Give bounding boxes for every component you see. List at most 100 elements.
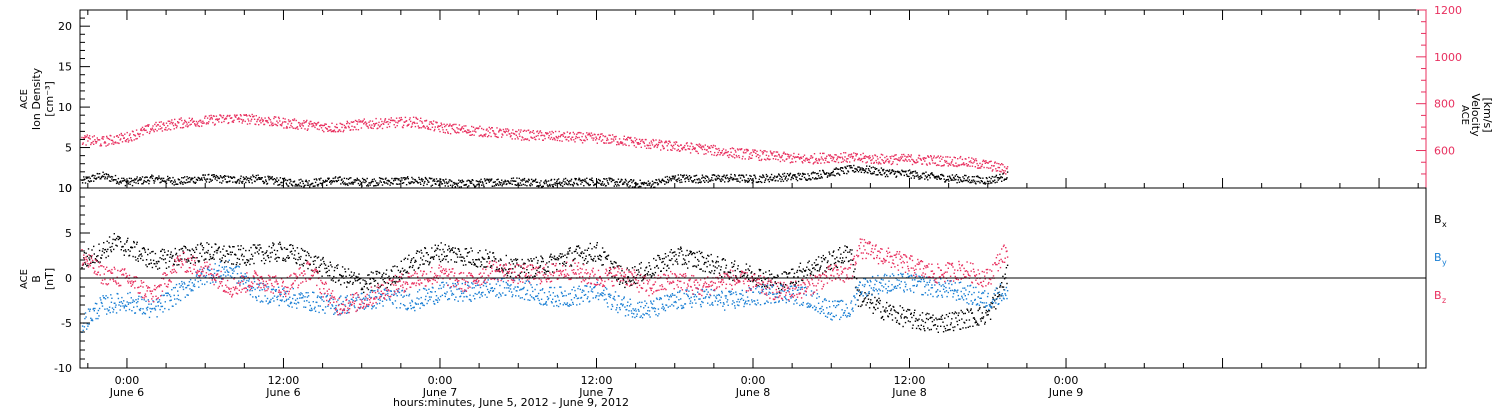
density-series-point: [910, 177, 912, 179]
density-series-point: [401, 182, 404, 184]
bx-series-point: [326, 267, 328, 269]
density-series-point: [903, 174, 905, 177]
velocity-series-point: [689, 152, 692, 154]
bx-series-point: [218, 246, 220, 248]
density-series-point: [204, 174, 206, 176]
bx-series-point: [532, 276, 534, 278]
bx-series-point: [186, 261, 188, 263]
density-series-point: [425, 178, 428, 180]
velocity-series-point: [584, 140, 586, 142]
density-series-point: [219, 175, 222, 177]
density-series-point: [366, 177, 368, 180]
velocity-series-point: [241, 122, 243, 124]
velocity-series-point: [658, 141, 660, 143]
density-series-point: [989, 180, 991, 182]
velocity-series-point: [641, 138, 644, 141]
bx-series-point: [100, 257, 103, 259]
bx-series-point: [661, 261, 663, 264]
density-series-point: [839, 168, 841, 170]
velocity-series-point: [922, 157, 924, 159]
bx-series-point: [319, 264, 321, 267]
velocity-series-point: [691, 148, 694, 151]
density-series-point: [265, 179, 267, 181]
density-series-point: [832, 170, 834, 172]
bx-series-point: [638, 263, 641, 265]
bx-series-point: [561, 253, 563, 255]
bx-series-point: [543, 268, 545, 271]
bx-series-point: [300, 247, 303, 250]
bx-series-point: [348, 274, 351, 276]
velocity-series-point: [215, 118, 217, 121]
bx-series-point: [984, 321, 986, 323]
bx-series-point: [248, 249, 250, 252]
density-series-point: [242, 180, 244, 183]
by-series-point: [88, 310, 91, 312]
bx-series-point: [523, 262, 525, 264]
velocity-series-point: [732, 156, 734, 158]
velocity-series-point: [991, 164, 993, 167]
velocity-series-point: [480, 134, 482, 136]
bx-series-point: [590, 258, 593, 260]
velocity-series-point: [626, 138, 628, 140]
density-series-point: [820, 176, 823, 178]
bx-series-point: [396, 266, 398, 268]
density-series-point: [796, 176, 798, 178]
velocity-series-point: [420, 127, 422, 129]
bx-series-point: [791, 282, 793, 284]
bx-series-point: [897, 311, 899, 314]
density-series-point: [232, 181, 234, 183]
bx-series-point: [678, 255, 680, 257]
bx-series-point: [215, 243, 217, 246]
bx-series-point: [720, 266, 722, 268]
velocity-series-point: [663, 147, 665, 149]
bx-series-point: [332, 280, 334, 282]
velocity-series-point: [995, 168, 997, 170]
bx-series-point: [596, 242, 598, 244]
density-series-point: [983, 182, 985, 185]
bx-series-point: [442, 258, 445, 260]
bx-series-point: [555, 258, 557, 261]
velocity-series-point: [620, 142, 623, 145]
density-series-point: [216, 175, 219, 178]
bx-series-point: [174, 247, 176, 250]
velocity-series-point: [482, 128, 485, 131]
velocity-series-point: [789, 162, 792, 164]
velocity-series-point: [384, 119, 386, 121]
bx-series-point: [959, 328, 962, 330]
bx-series-point: [225, 260, 227, 262]
bx-series-point: [160, 250, 162, 252]
density-series-point: [289, 182, 291, 184]
velocity-series-point: [793, 157, 796, 159]
velocity-series-point: [218, 121, 220, 123]
density-series-point: [975, 175, 978, 178]
velocity-series-point: [998, 163, 1000, 165]
velocity-series-point: [434, 126, 436, 128]
velocity-series-point: [816, 160, 818, 162]
velocity-series-point: [847, 155, 850, 157]
bx-series-point: [935, 328, 938, 330]
bx-series-point: [680, 247, 682, 250]
density-series-point: [697, 179, 699, 181]
velocity-series-point: [951, 159, 954, 161]
velocity-series-point: [456, 131, 459, 133]
bx-series-point: [999, 286, 1001, 288]
bx-series-point: [770, 273, 773, 275]
density-series-point: [840, 170, 843, 172]
density-series-point: [909, 172, 911, 175]
velocity-series-point: [296, 126, 299, 128]
bx-series-point: [263, 257, 265, 260]
bx-series-point: [356, 276, 358, 278]
bx-series-point: [537, 267, 540, 269]
bx-series-point: [804, 270, 806, 272]
density-series-point: [842, 167, 844, 169]
velocity-series-point: [985, 161, 988, 164]
velocity-series-point: [771, 154, 773, 156]
density-series-point: [837, 168, 840, 170]
velocity-series-point: [201, 122, 203, 124]
velocity-series-point: [645, 138, 647, 141]
density-series-point: [702, 176, 704, 178]
bx-series-point: [468, 251, 471, 253]
density-series-point: [162, 177, 165, 180]
velocity-series-point: [752, 149, 754, 151]
density-series-point: [215, 176, 217, 179]
